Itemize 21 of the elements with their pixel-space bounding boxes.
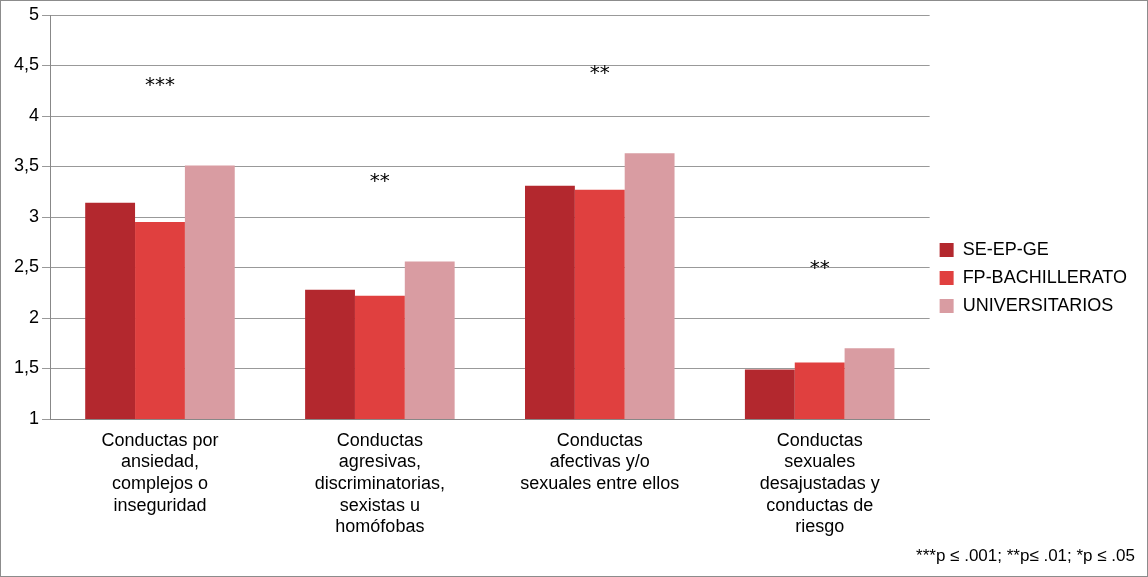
x-tick-label: Conductas afectivas y/o sexuales entre ellos	[520, 429, 680, 493]
y-tick-label: 2,5	[13, 256, 40, 277]
y-tick-label: 5	[29, 3, 40, 24]
x-tick-label: Conductas agresivas, discriminatorias, sexistas u homófobas	[314, 429, 445, 537]
annotation: **	[589, 59, 610, 84]
legend-label: SE-EP-GE	[962, 238, 1049, 259]
y-tick-label: 2	[29, 306, 40, 327]
x-tick-label: Conductas por ansiedad, complejos o inseguridad	[101, 429, 219, 515]
legend-label: FP-BACHILLERATO	[962, 266, 1127, 287]
annotation: **	[369, 167, 390, 192]
x-tick-label: Conductas sexuales desajustadas y conductas de riesgo	[759, 429, 880, 537]
annotation: **	[809, 254, 830, 279]
y-tick-label: 3	[29, 205, 40, 226]
y-tick-label: 3,5	[13, 155, 40, 176]
text: ***p ≤ .001; **p≤ .01; *p ≤ .05	[916, 546, 1135, 566]
y-tick-label: 1	[29, 407, 40, 428]
y-tick-label: 4,5	[13, 54, 40, 75]
legend-label: UNIVERSITARIOS	[962, 294, 1114, 315]
annotation: ***	[144, 71, 175, 96]
y-tick-label: 1,5	[13, 357, 40, 378]
y-tick-label: 4	[29, 104, 40, 125]
